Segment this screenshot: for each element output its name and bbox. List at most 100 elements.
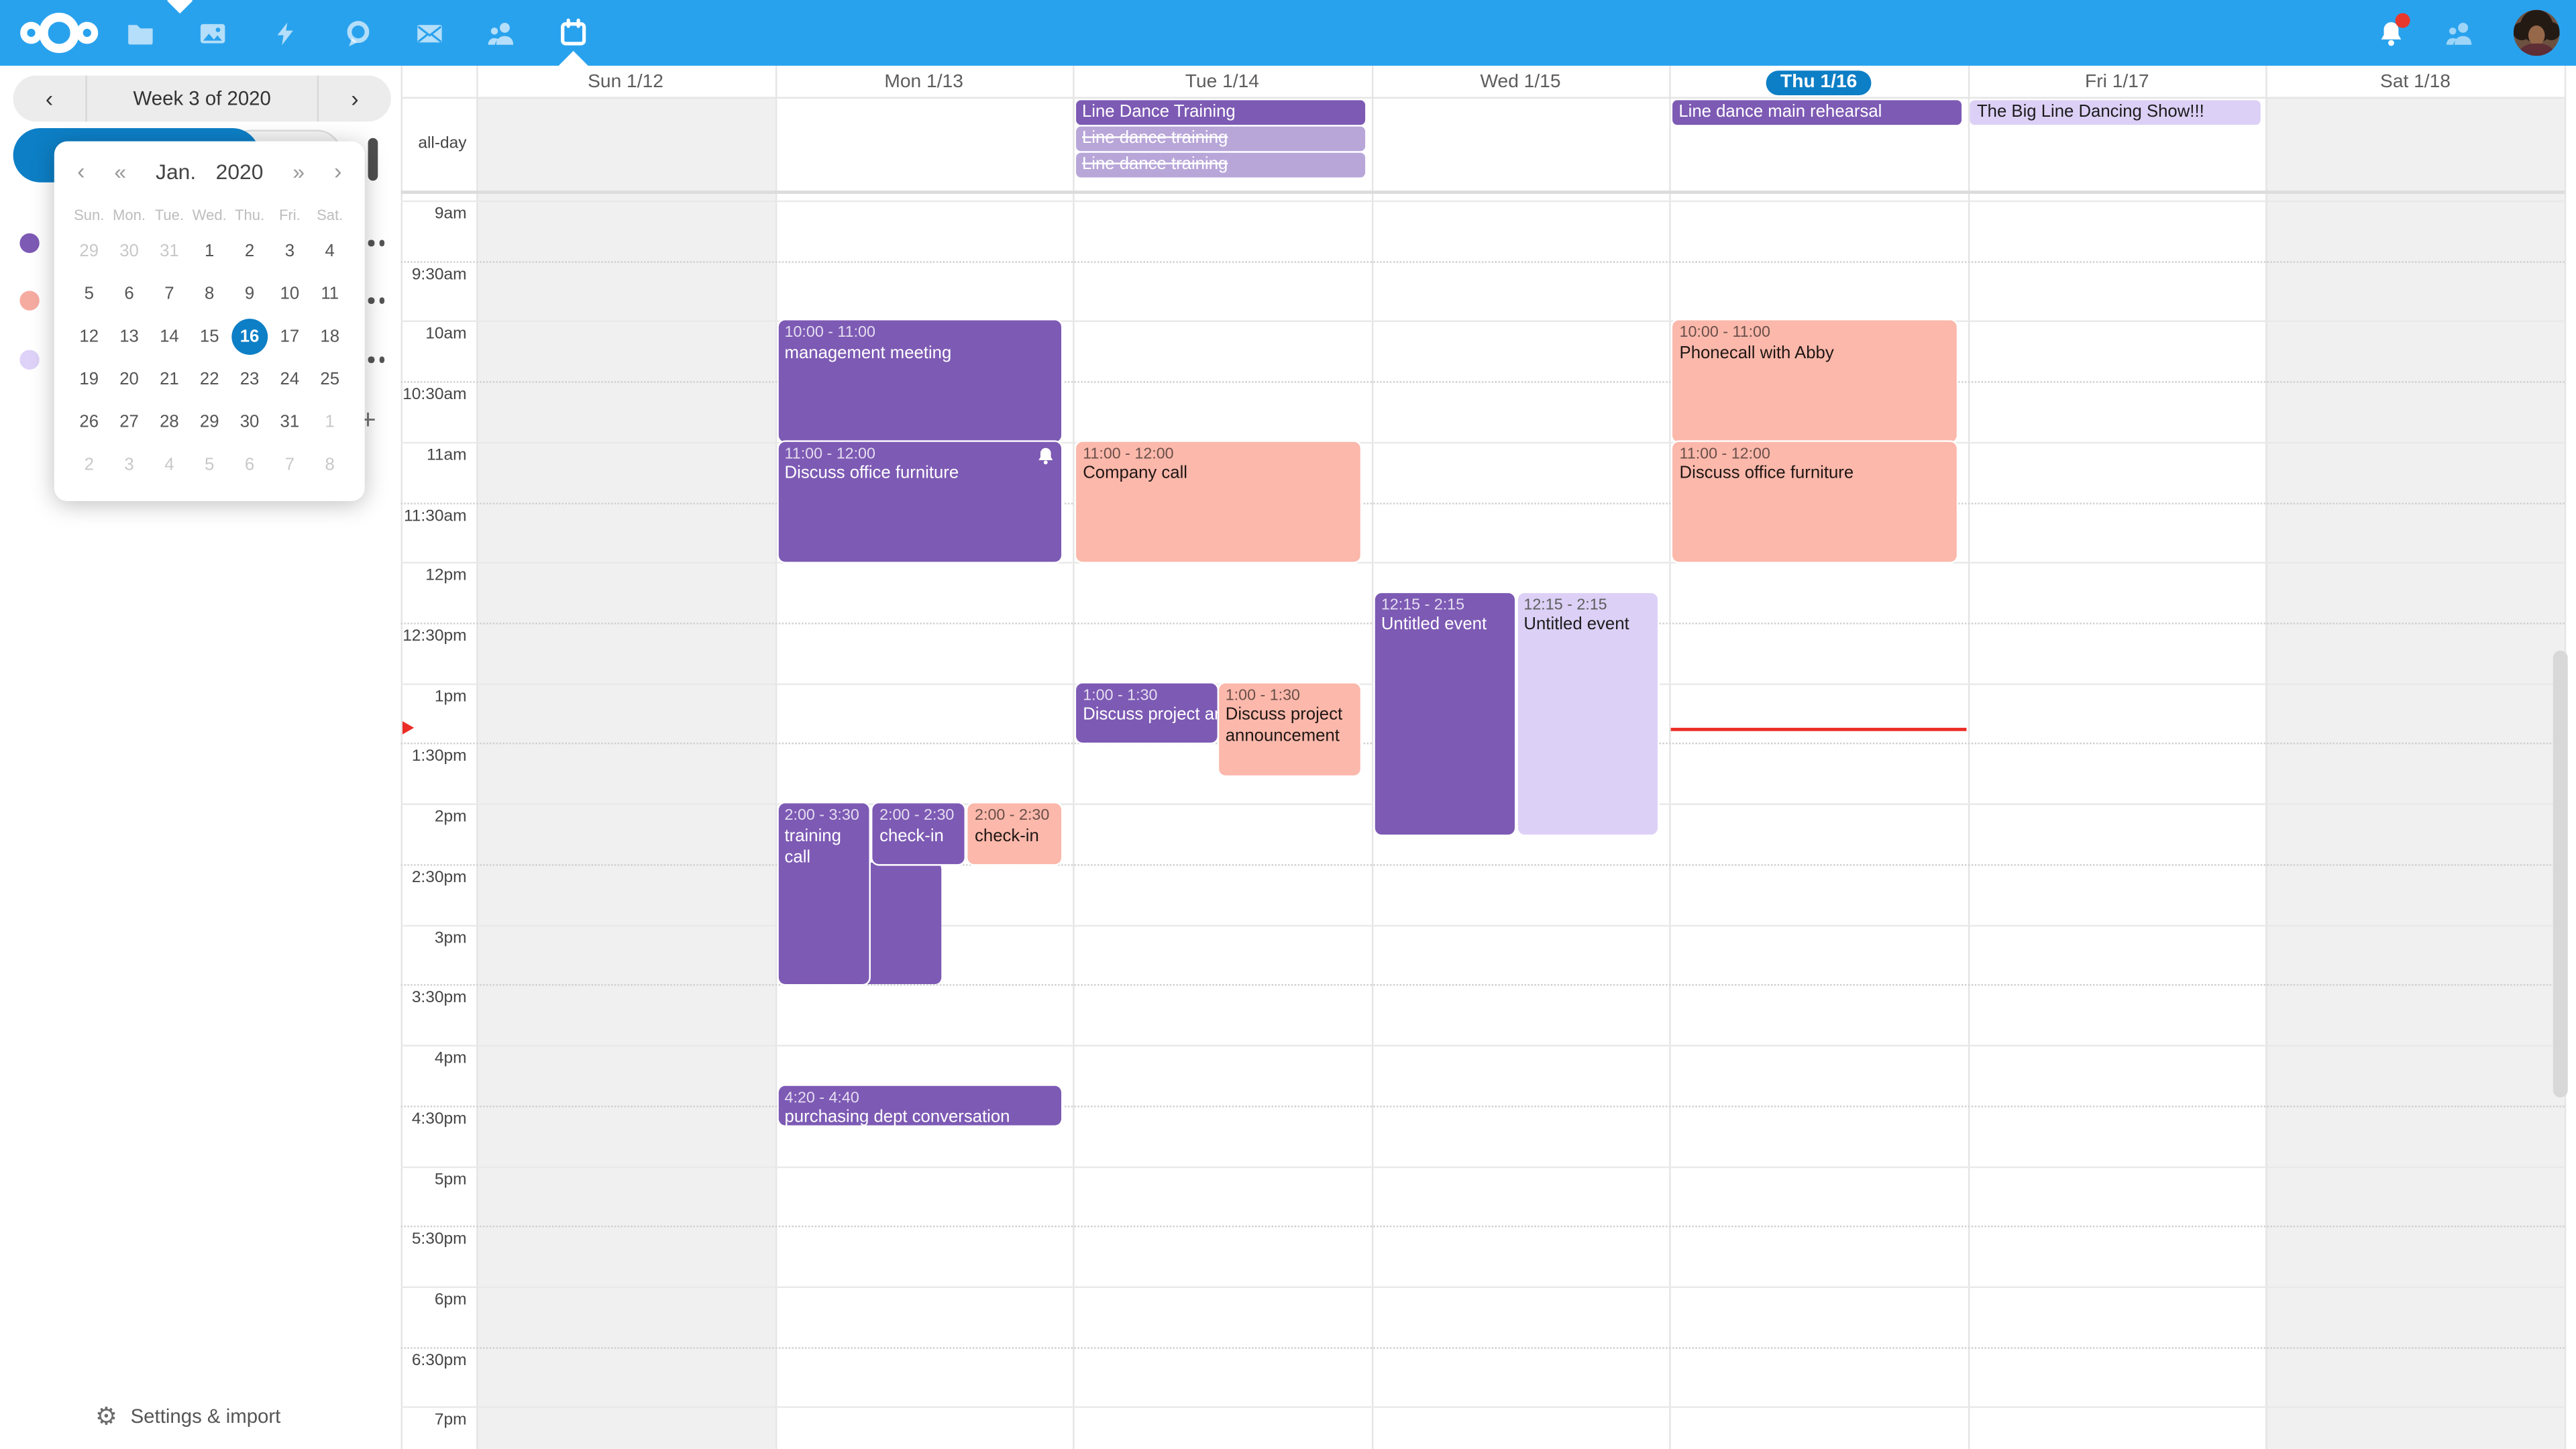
day-header[interactable]: Mon 1/13 xyxy=(884,72,963,93)
datepicker-day[interactable]: 3 xyxy=(124,455,134,475)
datepicker-next-month-icon[interactable]: › xyxy=(333,158,342,184)
datepicker-weekday-header: Sun. Mon. Tue. Wed. Thu. Fri. Sat. xyxy=(54,191,365,227)
datepicker-day[interactable]: 17 xyxy=(280,327,300,347)
datepicker-day[interactable]: 8 xyxy=(325,455,335,475)
datepicker-day[interactable]: 2 xyxy=(244,241,255,262)
calendar-actions-menu-icon[interactable] xyxy=(368,239,391,246)
datepicker-day[interactable]: 4 xyxy=(164,455,174,475)
next-week-button[interactable]: › xyxy=(317,75,391,122)
contacts-icon[interactable] xyxy=(486,18,516,48)
calendar-event[interactable]: 11:00 - 12:00 Discuss office furniture xyxy=(777,441,1062,563)
datepicker-next-year-icon[interactable]: » xyxy=(292,158,305,184)
calendar-event[interactable]: 4:20 - 4:40 purchasing dept conversation xyxy=(777,1085,1062,1126)
datepicker-month[interactable]: Jan. xyxy=(156,158,197,184)
datepicker-day[interactable]: 6 xyxy=(124,284,134,305)
all-day-event[interactable]: Line dance training xyxy=(1075,126,1366,151)
datepicker-prev-year-icon[interactable]: « xyxy=(114,158,127,184)
datepicker-day[interactable]: 26 xyxy=(79,412,99,433)
day-header[interactable]: Tue 1/14 xyxy=(1185,72,1259,93)
calendar-actions-menu-icon[interactable] xyxy=(368,297,391,303)
datepicker-day[interactable]: 18 xyxy=(320,327,340,347)
day-header[interactable]: Sat 1/18 xyxy=(2380,72,2451,93)
datepicker-day[interactable]: 27 xyxy=(119,412,139,433)
datepicker-day[interactable]: 5 xyxy=(84,284,94,305)
files-icon[interactable] xyxy=(125,18,154,48)
day-header[interactable]: Wed 1/15 xyxy=(1480,72,1561,93)
previous-week-button[interactable]: ‹ xyxy=(13,75,87,122)
talk-icon[interactable] xyxy=(341,18,371,48)
event-title: check-in xyxy=(975,826,1039,846)
calendar-event[interactable]: 2:00 - 3:30 training call xyxy=(777,804,870,985)
datepicker-day[interactable]: 10 xyxy=(280,284,300,305)
calendar-event[interactable]: 10:00 - 11:00 management meeting xyxy=(777,321,1062,442)
calendar-color-dot[interactable] xyxy=(19,233,40,254)
all-day-event[interactable]: Line dance training xyxy=(1075,152,1366,177)
datepicker-day[interactable]: 28 xyxy=(160,412,179,433)
datepicker-day[interactable]: 4 xyxy=(325,241,335,262)
calendar-event[interactable]: 10:00 - 11:00 Phonecall with Abby xyxy=(1672,321,1957,442)
window-scrollbar[interactable] xyxy=(2553,650,2568,1097)
datepicker-day[interactable]: 29 xyxy=(79,241,99,262)
datepicker-day[interactable]: 5 xyxy=(205,455,215,475)
datepicker-day[interactable]: 31 xyxy=(160,241,179,262)
day-header-selected[interactable]: Thu 1/16 xyxy=(1670,67,1968,97)
notifications-bell-icon[interactable] xyxy=(2375,13,2410,48)
calendar-color-dot[interactable] xyxy=(19,290,40,311)
datepicker-day[interactable]: 22 xyxy=(199,370,219,390)
datepicker-day-selected[interactable]: 16 xyxy=(229,315,270,358)
datepicker-day[interactable]: 11 xyxy=(321,284,339,305)
user-avatar[interactable] xyxy=(2513,9,2560,56)
nextcloud-logo[interactable] xyxy=(19,8,99,66)
datepicker-day[interactable]: 30 xyxy=(239,412,260,433)
calendar-event[interactable]: 2:00 - 2:30 check-in xyxy=(968,804,1062,864)
datepicker-day[interactable]: 23 xyxy=(239,370,260,390)
day-header[interactable]: Fri 1/17 xyxy=(2085,72,2149,93)
datepicker-day[interactable]: 20 xyxy=(119,370,139,390)
datepicker-day[interactable]: 15 xyxy=(199,327,219,347)
datepicker-day[interactable]: 14 xyxy=(160,327,179,347)
grid-line-horizontal xyxy=(400,863,2565,866)
mail-icon[interactable] xyxy=(414,18,443,48)
calendar-actions-menu-icon[interactable] xyxy=(368,356,391,362)
datepicker-day[interactable]: 1 xyxy=(325,412,335,433)
datepicker-day[interactable]: 9 xyxy=(244,284,255,305)
datepicker-day[interactable]: 12 xyxy=(79,327,99,347)
datepicker-day[interactable]: 25 xyxy=(320,370,340,390)
sidebar-scrollbar[interactable] xyxy=(368,138,378,181)
datepicker-prev-month-icon[interactable]: ‹ xyxy=(77,158,85,184)
activity-icon[interactable] xyxy=(270,18,299,48)
calendar-event[interactable]: 12:15 - 2:15 Untitled event xyxy=(1517,592,1658,834)
calendar-event[interactable]: 2:00 - 2:30 check-in xyxy=(873,804,965,864)
datepicker-day[interactable]: 19 xyxy=(79,370,99,390)
datepicker-day[interactable]: 30 xyxy=(119,241,139,262)
datepicker-day[interactable]: 31 xyxy=(280,412,300,433)
settings-import-button[interactable]: ⚙ Settings & import xyxy=(95,1401,280,1431)
calendar-event[interactable]: 11:00 - 12:00 Company call xyxy=(1076,441,1360,563)
contacts-menu-icon[interactable] xyxy=(2445,18,2474,48)
week-label[interactable]: Week 3 of 2020 xyxy=(133,87,271,111)
datepicker-day[interactable]: 1 xyxy=(205,241,215,262)
all-day-event[interactable]: Line Dance Training xyxy=(1075,100,1366,125)
datepicker-day[interactable]: 6 xyxy=(244,455,255,475)
active-app-indicator xyxy=(558,50,588,66)
datepicker-day[interactable]: 7 xyxy=(284,455,295,475)
calendar-event[interactable]: 11:00 - 12:00 Discuss office furniture xyxy=(1672,441,1957,563)
datepicker-day[interactable]: 7 xyxy=(164,284,174,305)
day-header[interactable]: Sun 1/12 xyxy=(588,72,663,93)
photos-icon[interactable] xyxy=(197,18,227,48)
calendar-event[interactable]: 12:15 - 2:15 Untitled event xyxy=(1375,592,1516,834)
calendar-icon[interactable] xyxy=(559,18,588,48)
datepicker-day[interactable]: 2 xyxy=(84,455,94,475)
datepicker-day[interactable]: 24 xyxy=(280,370,300,390)
datepicker-year[interactable]: 2020 xyxy=(215,158,264,184)
all-day-event[interactable]: Line dance main rehearsal xyxy=(1672,100,1962,125)
all-day-event[interactable]: The Big Line Dancing Show!!! xyxy=(1970,100,2261,125)
datepicker-day[interactable]: 13 xyxy=(119,327,139,347)
calendar-color-dot[interactable] xyxy=(19,350,40,370)
datepicker-day[interactable]: 21 xyxy=(160,370,179,390)
datepicker-day[interactable]: 3 xyxy=(284,241,295,262)
datepicker-day[interactable]: 29 xyxy=(199,412,219,433)
datepicker-day[interactable]: 8 xyxy=(205,284,215,305)
